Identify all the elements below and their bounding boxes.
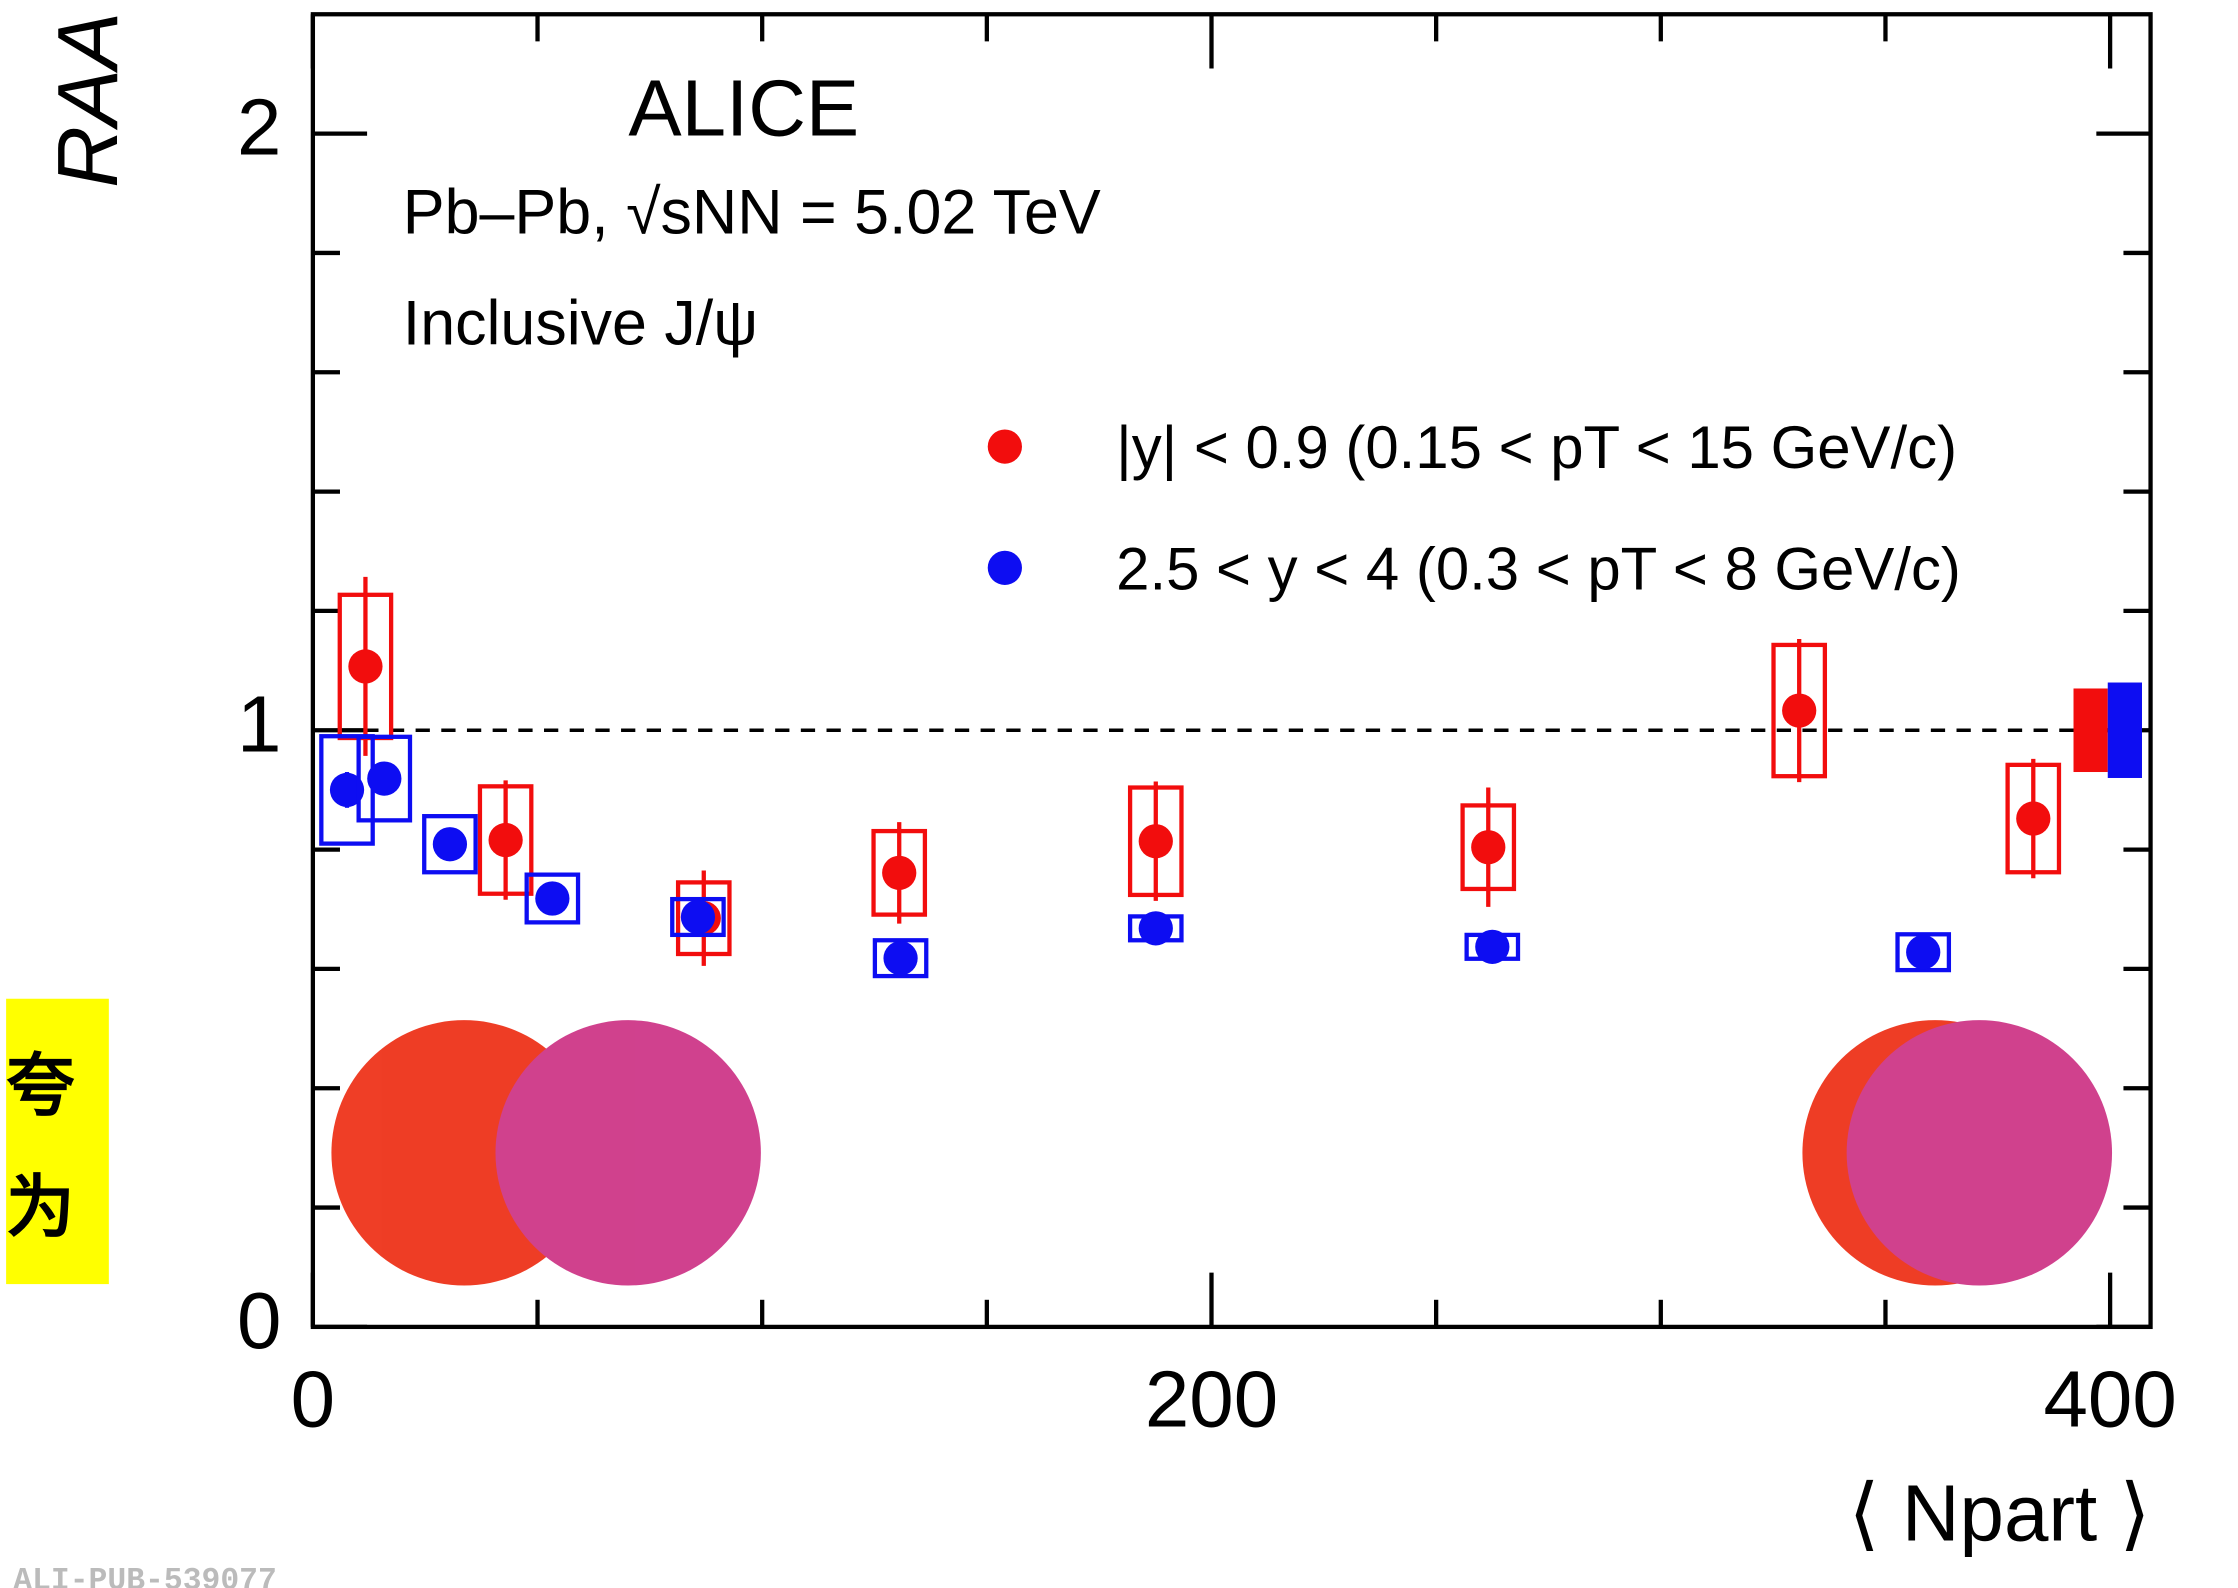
nucleus [1847, 1020, 2112, 1285]
marker [681, 900, 715, 934]
y-tick-label: 1 [237, 679, 281, 768]
x-tick-label: 200 [1145, 1354, 1278, 1443]
source-label: ALI-PUB-539077 [13, 1564, 277, 1588]
marker [1906, 935, 1940, 969]
marker [1471, 830, 1505, 864]
y-tick-label: 2 [237, 83, 281, 172]
marker [348, 649, 382, 683]
marker [367, 761, 401, 795]
marker [489, 823, 523, 857]
global-uncertainty [2108, 683, 2142, 778]
annotation: Inclusive J/ψ [403, 289, 758, 359]
x-tick-label: 0 [291, 1354, 335, 1443]
nucleus [495, 1020, 760, 1285]
note-line: 夸 [6, 1048, 75, 1125]
global-uncertainty [2074, 688, 2108, 772]
x-tick-label: 400 [2043, 1354, 2176, 1443]
legend-marker [988, 551, 1022, 585]
note-line: 为 [6, 1169, 74, 1246]
marker [1475, 930, 1509, 964]
legend-marker [988, 429, 1022, 463]
y-axis-label: RAA [41, 12, 136, 188]
marker [882, 856, 916, 890]
chart-title: ALICE [628, 63, 859, 152]
y-tick-label: 0 [237, 1276, 281, 1365]
x-axis-label: ⟨ Npart ⟩ [1849, 1469, 2151, 1558]
marker [1139, 824, 1173, 858]
legend-label: |y| < 0.9 (0.15 < pT < 15 GeV/c) [1116, 414, 1957, 481]
nuclei [331, 1020, 2112, 1285]
marker [535, 881, 569, 915]
marker [1139, 911, 1173, 945]
marker [1782, 693, 1816, 727]
marker [883, 941, 917, 975]
marker [433, 827, 467, 861]
legend-label: 2.5 < y < 4 (0.3 < pT < 8 GeV/c) [1116, 535, 1961, 602]
marker [2016, 801, 2050, 835]
subtitle: Pb–Pb, √sNN = 5.02 TeV [403, 177, 1101, 247]
